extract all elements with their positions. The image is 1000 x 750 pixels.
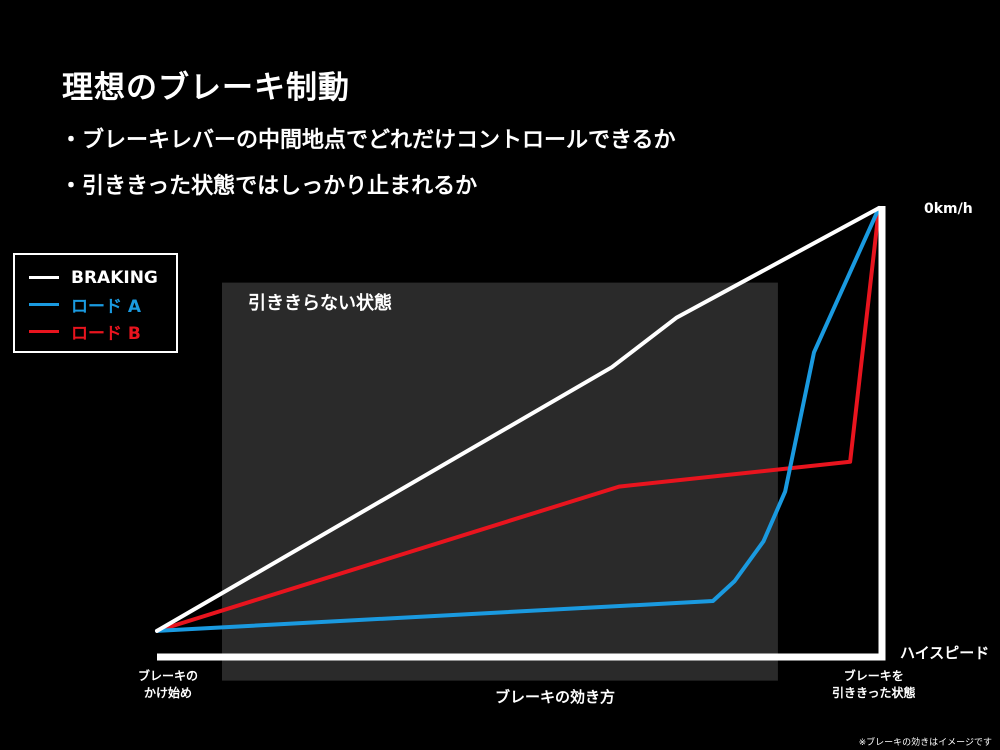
footnote: ※ブレーキの効きはイメージです bbox=[858, 738, 992, 748]
series-line-road-b bbox=[155, 206, 881, 633]
bullet-control: ・ブレーキレバーの中間地点でどれだけコントロールできるか bbox=[60, 128, 676, 153]
chart-legend: BRAKING ロード A ロード B bbox=[13, 253, 178, 353]
legend-item-road-a: ロード A bbox=[29, 291, 176, 318]
series-line-braking bbox=[155, 206, 881, 633]
x-tick-end-line2: 引ききった状態 bbox=[832, 686, 916, 700]
legend-label-road-a: ロード A bbox=[71, 297, 142, 317]
legend-swatch-braking bbox=[29, 276, 59, 279]
series-layer bbox=[155, 206, 881, 633]
x-tick-start-line1: ブレーキの bbox=[138, 669, 199, 683]
legend-label-braking: BRAKING bbox=[71, 267, 158, 288]
x-tick-start-line2: かけ始め bbox=[144, 686, 193, 700]
y-axis-top-label: 0km/h bbox=[924, 201, 973, 217]
x-tick-start: ブレーキの かけ始め bbox=[138, 668, 198, 702]
legend-item-road-b: ロード B bbox=[29, 318, 176, 345]
x-tick-end: ブレーキを 引ききった状態 bbox=[832, 668, 916, 702]
chart-axes bbox=[157, 206, 886, 661]
legend-swatch-road-a bbox=[29, 303, 59, 306]
page-title: 理想のブレーキ制動 bbox=[62, 70, 350, 106]
x-tick-end-line1: ブレーキを bbox=[843, 669, 904, 683]
bullet-stop: ・引ききった状態ではしっかり止まれるか bbox=[60, 174, 478, 199]
x-axis-title: ブレーキの効き方 bbox=[495, 688, 616, 706]
x-axis-end-label: ハイスピード bbox=[900, 644, 990, 662]
shaded-region-label: 引ききらない状態 bbox=[248, 293, 392, 314]
series-line-road-a bbox=[155, 206, 881, 633]
legend-item-braking: BRAKING bbox=[29, 264, 176, 291]
legend-swatch-road-b bbox=[29, 330, 59, 333]
legend-label-road-b: ロード B bbox=[71, 324, 141, 344]
